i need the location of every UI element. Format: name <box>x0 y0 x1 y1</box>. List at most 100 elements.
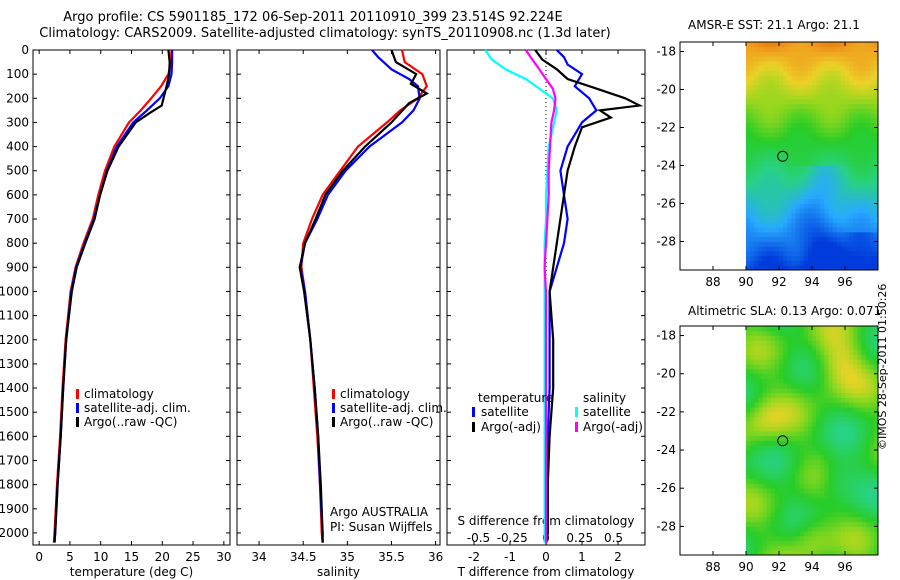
heatmap-cell <box>816 531 821 537</box>
heatmap-cell <box>762 75 768 81</box>
heatmap-cell <box>766 521 772 527</box>
heatmap-cell <box>828 227 834 233</box>
heatmap-cell <box>836 349 842 356</box>
heatmap-cell <box>840 160 846 166</box>
heatmap-cell <box>869 42 875 48</box>
heatmap-cell <box>816 80 821 86</box>
heatmap-cell <box>791 75 796 81</box>
heatmap-cell <box>824 450 829 456</box>
heatmap-cell <box>766 227 772 233</box>
heatmap-cell <box>746 65 751 71</box>
heatmap-cell <box>873 132 879 138</box>
heatmap-cell <box>766 75 772 81</box>
heatmap-cell <box>869 156 875 162</box>
heatmap-cell <box>774 80 780 86</box>
heatmap-cell <box>820 113 825 119</box>
heatmap-cell <box>812 194 817 200</box>
y-tick-label: 1000 <box>0 284 29 298</box>
heatmap-cell <box>750 388 755 394</box>
heatmap-cell <box>754 388 759 394</box>
heatmap-cell <box>766 535 772 542</box>
heatmap-cell <box>791 84 796 90</box>
heatmap-cell <box>816 137 821 143</box>
heatmap-cell <box>853 545 858 551</box>
heatmap-cell <box>869 430 875 437</box>
heatmap-cell <box>787 392 792 398</box>
heatmap-cell <box>766 402 772 408</box>
heatmap-cell <box>832 388 838 394</box>
heatmap-cell <box>762 70 768 76</box>
heatmap-cell <box>816 65 821 71</box>
heatmap-cell <box>869 189 875 195</box>
heatmap-cell <box>766 203 772 209</box>
heatmap-cell <box>766 42 772 48</box>
heatmap-cell <box>873 255 879 261</box>
heatmap-cell <box>824 435 829 441</box>
heatmap-cell <box>832 103 838 109</box>
heatmap-cell <box>779 170 784 176</box>
heatmap-cell <box>803 203 809 209</box>
heatmap-cell <box>857 65 862 71</box>
heatmap-cell <box>824 165 829 171</box>
heatmap-cell <box>779 392 784 398</box>
heatmap-cell <box>799 217 805 223</box>
heatmap-cell <box>774 108 780 114</box>
heatmap-cell <box>787 368 792 375</box>
heatmap-cell <box>791 56 796 62</box>
heatmap-cell <box>774 459 780 465</box>
heatmap-cell <box>758 213 763 219</box>
heatmap-cell <box>746 497 751 503</box>
heatmap-cell <box>758 46 763 52</box>
legend-label: satellite-adj. clim. <box>340 401 447 415</box>
heatmap-cell <box>853 450 858 456</box>
heatmap-cell <box>873 89 879 95</box>
heatmap-cell <box>812 411 817 418</box>
heatmap-cell <box>857 492 862 499</box>
heatmap-cell <box>853 194 858 200</box>
heatmap-cell <box>824 464 829 470</box>
heatmap-cell <box>779 497 784 503</box>
heatmap-cell <box>762 113 768 119</box>
heatmap-cell <box>791 368 796 375</box>
heatmap-cell <box>869 378 875 384</box>
y-tick-label: -24 <box>656 159 676 173</box>
heatmap-cell <box>783 373 788 379</box>
heatmap-cell <box>795 151 801 157</box>
y-tick-label: 1700 <box>0 453 29 467</box>
heatmap-cell <box>832 108 838 114</box>
heatmap-cell <box>807 203 813 209</box>
heatmap-cell <box>840 89 846 95</box>
heatmap-cell <box>873 392 879 398</box>
heatmap-cell <box>795 378 801 384</box>
figure-title-line-1: Argo profile: CS 5901185_172 06-Sep-2011… <box>63 10 563 25</box>
heatmap-cell <box>754 265 759 271</box>
heatmap-cell <box>766 260 772 266</box>
heatmap-cell <box>832 208 838 214</box>
heatmap-cell <box>812 217 817 223</box>
heatmap-cell <box>758 122 763 128</box>
heatmap-cell <box>754 440 759 446</box>
heatmap-cell <box>774 194 780 200</box>
heatmap-cell <box>873 388 879 394</box>
heatmap-cell <box>849 488 854 494</box>
heatmap-cell <box>787 51 792 57</box>
heatmap-cell <box>750 184 755 190</box>
heatmap-cell <box>820 426 825 432</box>
heatmap-cell <box>754 345 759 351</box>
heatmap-cell <box>873 103 879 109</box>
heatmap-cell <box>774 89 780 95</box>
heatmap-cell <box>758 469 763 475</box>
heatmap-cell <box>799 156 805 162</box>
heatmap-cell <box>770 122 776 128</box>
heatmap-cell <box>828 118 834 124</box>
heatmap-cell <box>787 170 792 176</box>
heatmap-cell <box>812 127 817 133</box>
heatmap-cell <box>873 416 879 422</box>
heatmap-cell <box>820 368 825 375</box>
heatmap-cell <box>779 368 784 375</box>
heatmap-cell <box>795 84 801 90</box>
heatmap-cell <box>857 521 862 527</box>
heatmap-cell <box>840 189 846 195</box>
heatmap-cell <box>816 488 821 494</box>
heatmap-cell <box>762 141 768 147</box>
